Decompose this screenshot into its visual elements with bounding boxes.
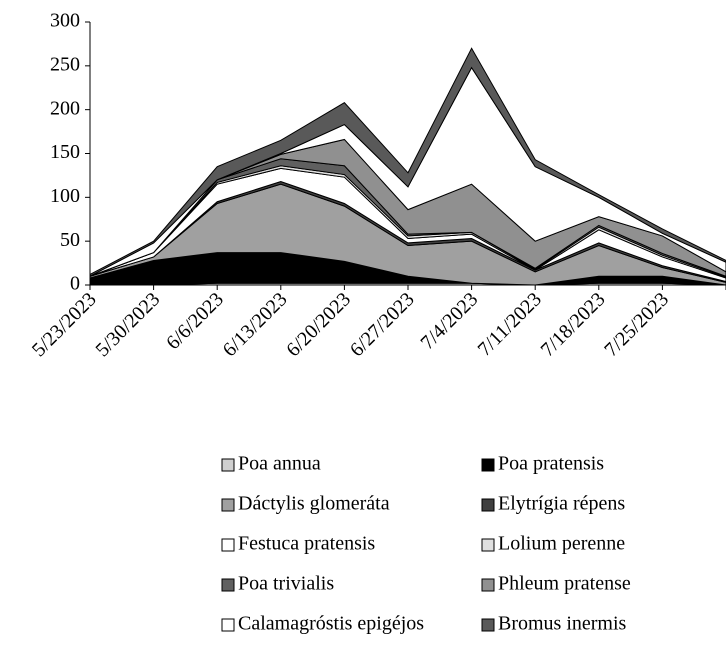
legend-swatch [481,578,495,592]
area [89,47,726,278]
legend-label: Elytrígia répens [498,493,625,515]
legend-swatch [481,618,495,632]
legend-label: Festuca pratensis [238,533,375,555]
legend-label: Poa annua [238,453,321,475]
x-tick-label: 5/23/2023 [28,288,101,361]
x-tick-label: 6/6/2023 [162,288,228,354]
legend-swatch [481,538,495,552]
legend-swatch [481,458,495,472]
x-tick-label: 7/4/2023 [417,288,483,354]
legend-label: Lolium perenne [498,533,625,555]
y-tick-label: 200 [50,97,80,119]
legend-label: Poa trivialis [238,573,334,595]
x-tick-label: 6/27/2023 [346,288,419,361]
x-tick-label: 7/25/2023 [600,288,673,361]
y-tick-label: 50 [60,229,80,251]
x-tick-label: 7/18/2023 [537,288,610,361]
legend-swatch [221,458,235,472]
legend-label: Calamagróstis epigéjos [238,613,424,635]
legend-swatch [221,618,235,632]
legend-label: Dáctylis glomeráta [238,493,390,515]
legend-label: Phleum pratense [498,573,631,595]
legend-swatch [221,538,235,552]
y-tick-label: 0 [70,273,80,295]
y-tick-label: 100 [50,185,80,207]
x-tick-label: 6/13/2023 [219,288,292,361]
x-tick-label: 6/20/2023 [282,288,355,361]
y-tick-label: 300 [50,10,80,32]
legend-swatch [481,498,495,512]
x-tick-label: 7/11/2023 [474,288,546,360]
legend-label: Poa pratensis [498,453,604,475]
x-tick-label: 5/30/2023 [91,288,164,361]
legend-swatch [221,578,235,592]
y-tick-label: 250 [50,53,80,75]
legend-swatch [221,498,235,512]
y-tick-label: 150 [50,141,80,163]
legend-label: Bromus inermis [498,613,627,635]
